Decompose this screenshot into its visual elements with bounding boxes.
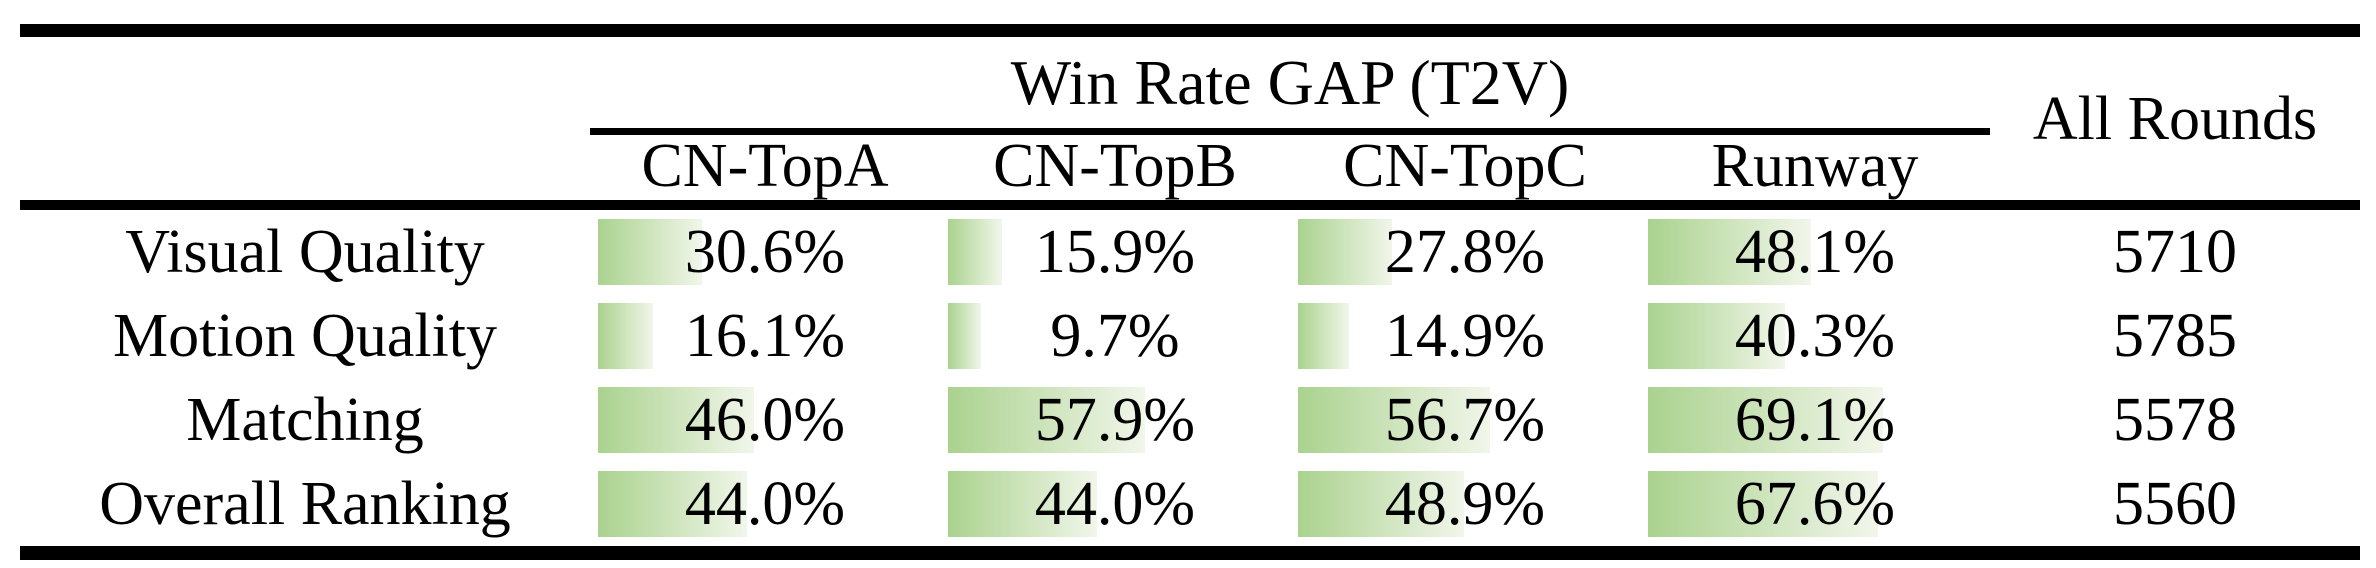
column-header-cn-topc: CN-TopC bbox=[1343, 131, 1587, 200]
data-bar bbox=[948, 303, 981, 369]
all-rounds-value: 5560 bbox=[2113, 470, 2237, 538]
table-mid-rule bbox=[20, 200, 2360, 210]
value-cell: 30.6% bbox=[590, 210, 940, 294]
all-rounds-value: 5578 bbox=[2113, 386, 2237, 454]
column-header-cn-topa: CN-TopA bbox=[641, 131, 889, 200]
value-text: 69.1% bbox=[1734, 386, 1896, 454]
value-text: 9.7% bbox=[1050, 302, 1180, 370]
value-cell: 14.9% bbox=[1290, 294, 1640, 378]
value-cell: 16.1% bbox=[590, 294, 940, 378]
value-cell: 57.9% bbox=[940, 378, 1290, 462]
data-bar bbox=[1298, 387, 1491, 453]
value-text: 56.7% bbox=[1384, 386, 1546, 454]
value-cell: 56.7% bbox=[1290, 378, 1640, 462]
all-rounds-value: 5785 bbox=[2113, 302, 2237, 370]
data-bar bbox=[1298, 219, 1393, 285]
value-text: 30.6% bbox=[684, 218, 846, 286]
data-bar bbox=[1298, 471, 1464, 537]
value-text: 44.0% bbox=[684, 470, 846, 538]
data-bar bbox=[598, 387, 755, 453]
column-header-all-rounds: All Rounds bbox=[2032, 84, 2318, 153]
value-text: 40.3% bbox=[1734, 302, 1896, 370]
table-body: Visual Quality 30.6% 15.9% 27.8% 48.1% 5710 Mo… bbox=[20, 210, 2360, 546]
data-bar bbox=[948, 219, 1002, 285]
value-text: 14.9% bbox=[1384, 302, 1546, 370]
value-cell: 46.0% bbox=[590, 378, 940, 462]
value-text: 27.8% bbox=[1384, 218, 1546, 286]
all-rounds-value: 5710 bbox=[2113, 218, 2237, 286]
value-text: 16.1% bbox=[684, 302, 846, 370]
column-header-cn-topb: CN-TopB bbox=[993, 131, 1237, 200]
value-text: 48.9% bbox=[1384, 470, 1546, 538]
table-bottom-rule bbox=[20, 546, 2360, 560]
value-cell: 67.6% bbox=[1640, 462, 1990, 546]
row-label: Motion Quality bbox=[112, 302, 498, 370]
value-text: 44.0% bbox=[1034, 470, 1196, 538]
value-cell: 48.9% bbox=[1290, 462, 1640, 546]
value-text: 15.9% bbox=[1034, 218, 1196, 286]
row-label: Visual Quality bbox=[125, 218, 485, 286]
group-header-win-rate-gap: Win Rate GAP (T2V) bbox=[590, 37, 1990, 135]
column-header-runway: Runway bbox=[1711, 131, 1919, 200]
value-text: 57.9% bbox=[1034, 386, 1196, 454]
data-bar bbox=[598, 219, 702, 285]
value-cell: 44.0% bbox=[940, 462, 1290, 546]
value-cell: 40.3% bbox=[1640, 294, 1990, 378]
data-bar bbox=[1298, 303, 1349, 369]
value-cell: 27.8% bbox=[1290, 210, 1640, 294]
value-cell: 9.7% bbox=[940, 294, 1290, 378]
value-text: 67.6% bbox=[1734, 470, 1896, 538]
value-cell: 69.1% bbox=[1640, 378, 1990, 462]
table-top-rule bbox=[20, 24, 2360, 37]
value-cell: 44.0% bbox=[590, 462, 940, 546]
data-bar bbox=[1648, 471, 1878, 537]
data-bar bbox=[598, 303, 653, 369]
data-bar bbox=[948, 387, 1145, 453]
value-cell: 15.9% bbox=[940, 210, 1290, 294]
value-text: 46.0% bbox=[684, 386, 846, 454]
row-label: Matching bbox=[186, 386, 424, 454]
data-bar bbox=[1648, 219, 1812, 285]
value-text: 48.1% bbox=[1734, 218, 1896, 286]
data-bar bbox=[598, 471, 748, 537]
data-bar bbox=[1648, 303, 1785, 369]
row-label: Overall Ranking bbox=[99, 470, 511, 538]
table-header: Win Rate GAP (T2V) All Rounds CN-TopA CN-… bbox=[20, 37, 2360, 200]
corner-cell bbox=[20, 37, 590, 135]
data-bar bbox=[1648, 387, 1883, 453]
data-bar bbox=[948, 471, 1098, 537]
value-cell: 48.1% bbox=[1640, 210, 1990, 294]
